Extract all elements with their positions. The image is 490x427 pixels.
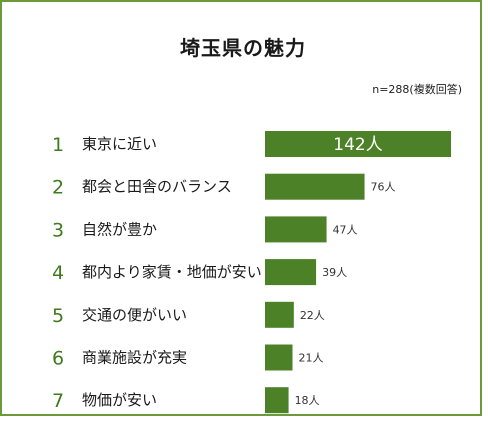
rank-number: 7 bbox=[52, 390, 64, 412]
value-label: 76人 bbox=[371, 181, 396, 194]
value-label: 47人 bbox=[333, 223, 358, 236]
bar-chart: 1 東京に近い 142人 2 都会と田舎のバランス 76人 3 自然が豊か 47人 4 都内より家賃… bbox=[52, 131, 451, 414]
category-label: 都内より家賃・地価が安い bbox=[82, 263, 262, 281]
bar bbox=[265, 173, 365, 200]
rank-number: 4 bbox=[52, 262, 64, 284]
category-label: 都会と田舎のバランス bbox=[82, 178, 232, 196]
rank-number: 6 bbox=[52, 348, 64, 370]
bar bbox=[265, 131, 451, 157]
category-label: 自然が豊か bbox=[82, 220, 157, 238]
rank-number: 3 bbox=[52, 219, 64, 241]
value-label: 22人 bbox=[300, 309, 325, 322]
value-label: 39人 bbox=[322, 266, 347, 279]
category-label: 商業施設が充実 bbox=[82, 349, 187, 367]
bar bbox=[265, 344, 293, 371]
chart-title: 埼玉県の魅力 bbox=[180, 36, 306, 60]
category-label: 東京に近い bbox=[82, 135, 157, 153]
rank-number: 2 bbox=[52, 177, 64, 199]
category-label: 物価が安い bbox=[82, 391, 157, 409]
rank-number: 5 bbox=[52, 305, 64, 327]
value-label: 142人 bbox=[333, 135, 382, 155]
value-label: 21人 bbox=[299, 352, 324, 365]
bar bbox=[265, 259, 317, 286]
bar bbox=[265, 216, 327, 243]
bar bbox=[265, 301, 294, 328]
sample-note: n=288(複数回答) bbox=[372, 83, 462, 96]
value-label: 18人 bbox=[295, 394, 320, 407]
category-label: 交通の便がいい bbox=[82, 306, 187, 324]
rank-number: 1 bbox=[52, 134, 64, 156]
bar bbox=[265, 387, 289, 414]
chart-frame: 埼玉県の魅力 n=288(複数回答) 1 東京に近い 142人 2 都会と田舎のバランス… bbox=[0, 0, 482, 416]
